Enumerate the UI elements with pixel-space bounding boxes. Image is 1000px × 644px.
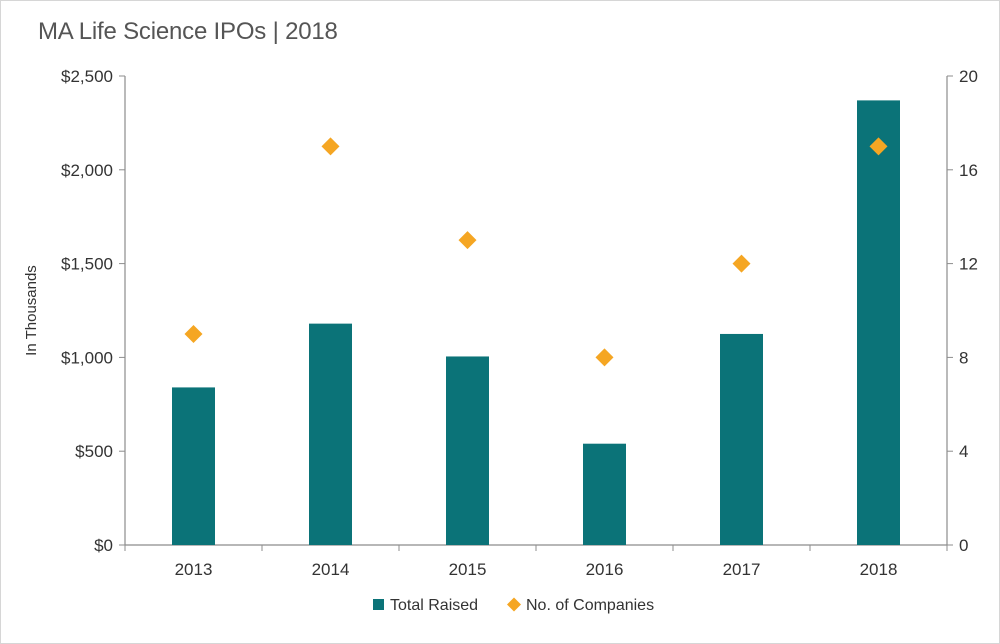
bar-total-raised (857, 100, 900, 545)
y-axis-title: In Thousands (23, 265, 40, 356)
y-left-tick-label: $2,000 (61, 161, 113, 180)
y-right-tick-label: 4 (959, 442, 968, 461)
x-tick-label: 2013 (175, 560, 213, 579)
bar-total-raised (172, 387, 215, 545)
marker-no-of-companies (732, 254, 751, 273)
chart-title: MA Life Science IPOs | 2018 (38, 18, 338, 45)
legend-swatch-no-of-companies (507, 597, 521, 612)
marker-no-of-companies (869, 137, 888, 156)
y-left-tick-label: $0 (94, 536, 113, 555)
legend-swatch-total-raised (373, 599, 384, 610)
y-left-tick-label: $1,500 (61, 255, 113, 274)
x-tick-label: 2016 (586, 560, 624, 579)
bar-total-raised (583, 443, 626, 545)
marker-no-of-companies (458, 231, 477, 250)
x-tick-label: 2017 (723, 560, 761, 579)
legend-label-total-raised: Total Raised (390, 597, 478, 614)
y-right-tick-label: 0 (959, 536, 968, 555)
bar-total-raised (720, 333, 763, 545)
y-left-tick-label: $2,500 (61, 67, 113, 86)
x-tick-label: 2015 (449, 560, 487, 579)
y-right-tick-label: 12 (959, 255, 978, 274)
y-right-tick-label: 16 (959, 161, 978, 180)
y-left-tick-label: $500 (75, 442, 113, 461)
y-right-tick-label: 8 (959, 348, 968, 367)
y-right-tick-label: 20 (959, 67, 978, 86)
bar-total-raised (446, 356, 489, 545)
marker-no-of-companies (184, 324, 203, 343)
bar-total-raised (309, 323, 352, 545)
legend-label-no-of-companies: No. of Companies (526, 597, 654, 614)
x-tick-label: 2014 (312, 560, 350, 579)
y-left-tick-label: $1,000 (61, 348, 113, 367)
x-tick-label: 2018 (860, 560, 898, 579)
marker-no-of-companies (595, 348, 614, 367)
marker-no-of-companies (321, 137, 340, 156)
